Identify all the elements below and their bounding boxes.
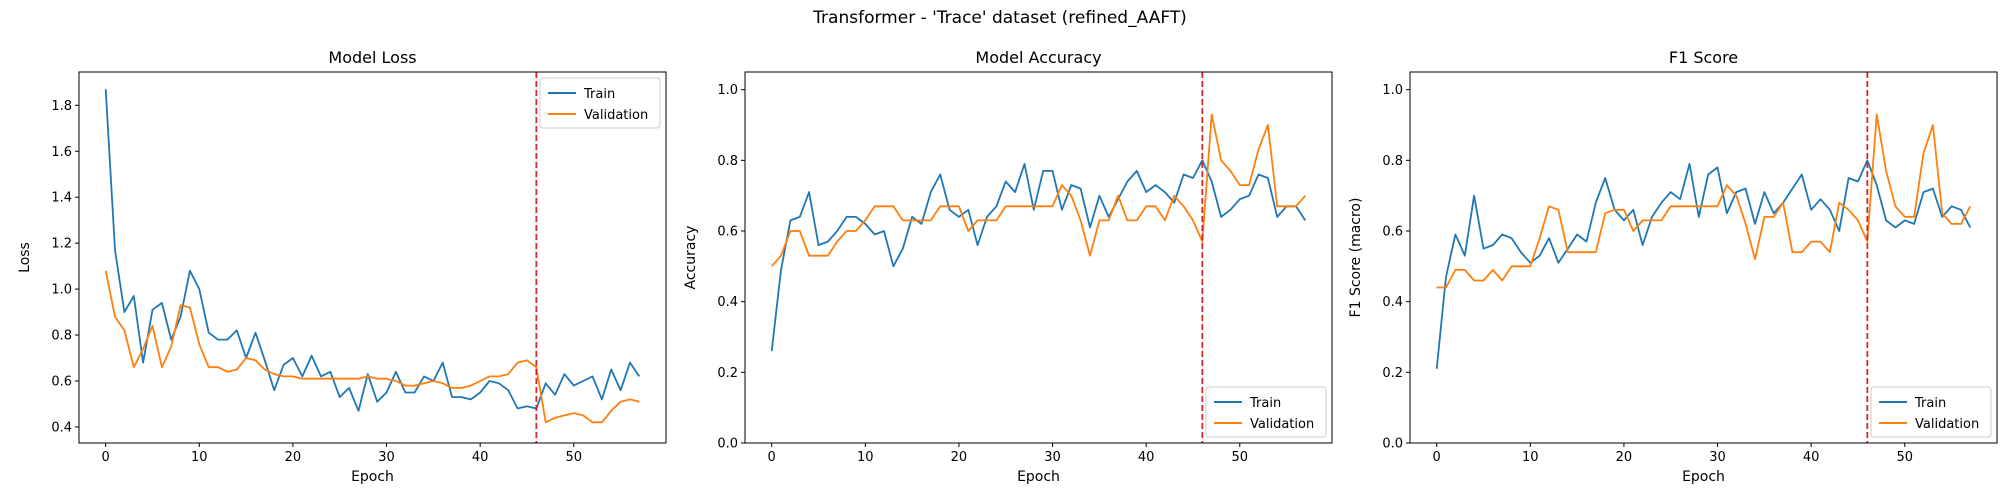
- accuracy-validation-line: [771, 113, 1306, 267]
- loss-y-tick-label: 1.2: [51, 237, 72, 252]
- accuracy-chart-title: Model Accuracy: [975, 48, 1101, 67]
- loss-y-tick-label: 1.4: [51, 191, 72, 206]
- loss-x-tick-label: 20: [285, 450, 302, 465]
- f1-score-x-axis-label: Epoch: [1682, 469, 1725, 485]
- f1-score-x-tick-label: 0: [1433, 450, 1441, 465]
- f1-score-chart-panel: F1 Score 0 10 20 30 40 50 0.0 0.2 0.4 0.6 0.8 1.0 Epo…: [1348, 48, 1998, 485]
- loss-x-tick-label: 30: [378, 450, 395, 465]
- loss-train-line: [104, 89, 641, 412]
- accuracy-x-axis-label: Epoch: [1017, 469, 1060, 485]
- f1-score-legend-label-train: Train: [1914, 396, 1946, 411]
- loss-x-axis-label: Epoch: [351, 469, 394, 485]
- loss-axes-frame: [78, 71, 667, 444]
- accuracy-chart-panel: Model Accuracy 0 10 20 30 40 50 0.0 0.2 0.4 0.6 0.8…: [683, 48, 1333, 485]
- loss-x-tick-label: 50: [566, 450, 583, 465]
- loss-legend-label-validation: Validation: [584, 108, 648, 123]
- f1-score-y-axis-label: F1 Score (macro): [1348, 198, 1364, 318]
- loss-x-tick-label: 10: [191, 450, 208, 465]
- accuracy-y-tick-label: 0.2: [717, 366, 738, 381]
- accuracy-axes-frame: [744, 71, 1333, 444]
- f1-score-y-tick-label: 0.4: [1382, 295, 1403, 310]
- accuracy-x-tick-label: 30: [1044, 450, 1061, 465]
- f1-score-train-line: [1435, 159, 1972, 369]
- loss-chart-panel: Model Loss 0 10 20 30 40 50 0.4 0.6 0.8 1.0 1.2 1.4 1…: [17, 48, 667, 485]
- loss-legend-box: [539, 77, 661, 129]
- loss-chart-title: Model Loss: [328, 48, 416, 67]
- accuracy-x-tick-label: 40: [1138, 450, 1155, 465]
- loss-y-tick-label: 0.8: [51, 329, 72, 344]
- f1-score-y-tick-label: 0.0: [1382, 437, 1403, 452]
- f1-score-x-tick-label: 20: [1616, 450, 1633, 465]
- accuracy-legend-box: [1205, 386, 1327, 438]
- f1-score-legend-box: [1870, 386, 1992, 438]
- f1-score-chart-title: F1 Score: [1669, 48, 1738, 67]
- loss-validation-line: [104, 270, 640, 424]
- f1-score-x-tick-label: 50: [1897, 450, 1914, 465]
- accuracy-x-tick-label: 10: [857, 450, 874, 465]
- accuracy-y-tick-label: 0.4: [717, 295, 738, 310]
- f1-score-y-tick-label: 0.8: [1382, 154, 1403, 169]
- f1-score-y-tick-label: 0.6: [1382, 225, 1403, 240]
- loss-x-tick-label: 0: [102, 450, 110, 465]
- accuracy-y-tick-label: 0.6: [717, 225, 738, 240]
- accuracy-y-axis-label: Accuracy: [683, 226, 699, 290]
- f1-score-x-tick-label: 10: [1522, 450, 1539, 465]
- figure-suptitle: Transformer - 'Trace' dataset (refined_A…: [813, 8, 1187, 28]
- f1-score-legend-label-validation: Validation: [1915, 417, 1979, 432]
- f1-score-axes-frame: [1409, 71, 1998, 444]
- accuracy-x-tick-label: 0: [768, 450, 776, 465]
- loss-y-tick-label: 0.6: [51, 374, 72, 389]
- loss-x-tick-label: 40: [472, 450, 489, 465]
- accuracy-y-tick-label: 0.8: [717, 154, 738, 169]
- loss-y-tick-label: 1.8: [51, 99, 72, 114]
- loss-y-tick-label: 0.4: [51, 420, 72, 435]
- f1-score-x-tick-label: 30: [1709, 450, 1726, 465]
- loss-y-tick-label: 1.6: [51, 145, 72, 160]
- accuracy-legend-label-validation: Validation: [1250, 417, 1314, 432]
- accuracy-x-tick-label: 50: [1232, 450, 1249, 465]
- accuracy-y-tick-label: 1.0: [717, 83, 738, 98]
- f1-score-validation-line: [1436, 113, 1972, 289]
- accuracy-x-tick-label: 20: [951, 450, 968, 465]
- loss-legend-label-train: Train: [583, 87, 615, 102]
- loss-y-tick-label: 1.0: [51, 283, 72, 298]
- loss-y-axis-label: Loss: [17, 242, 33, 273]
- accuracy-y-tick-label: 0.0: [717, 437, 738, 452]
- accuracy-legend-label-train: Train: [1249, 396, 1281, 411]
- f1-score-x-tick-label: 40: [1803, 450, 1820, 465]
- f1-score-y-tick-label: 1.0: [1382, 83, 1403, 98]
- f1-score-y-tick-label: 0.2: [1382, 366, 1403, 381]
- accuracy-train-line: [770, 159, 1307, 352]
